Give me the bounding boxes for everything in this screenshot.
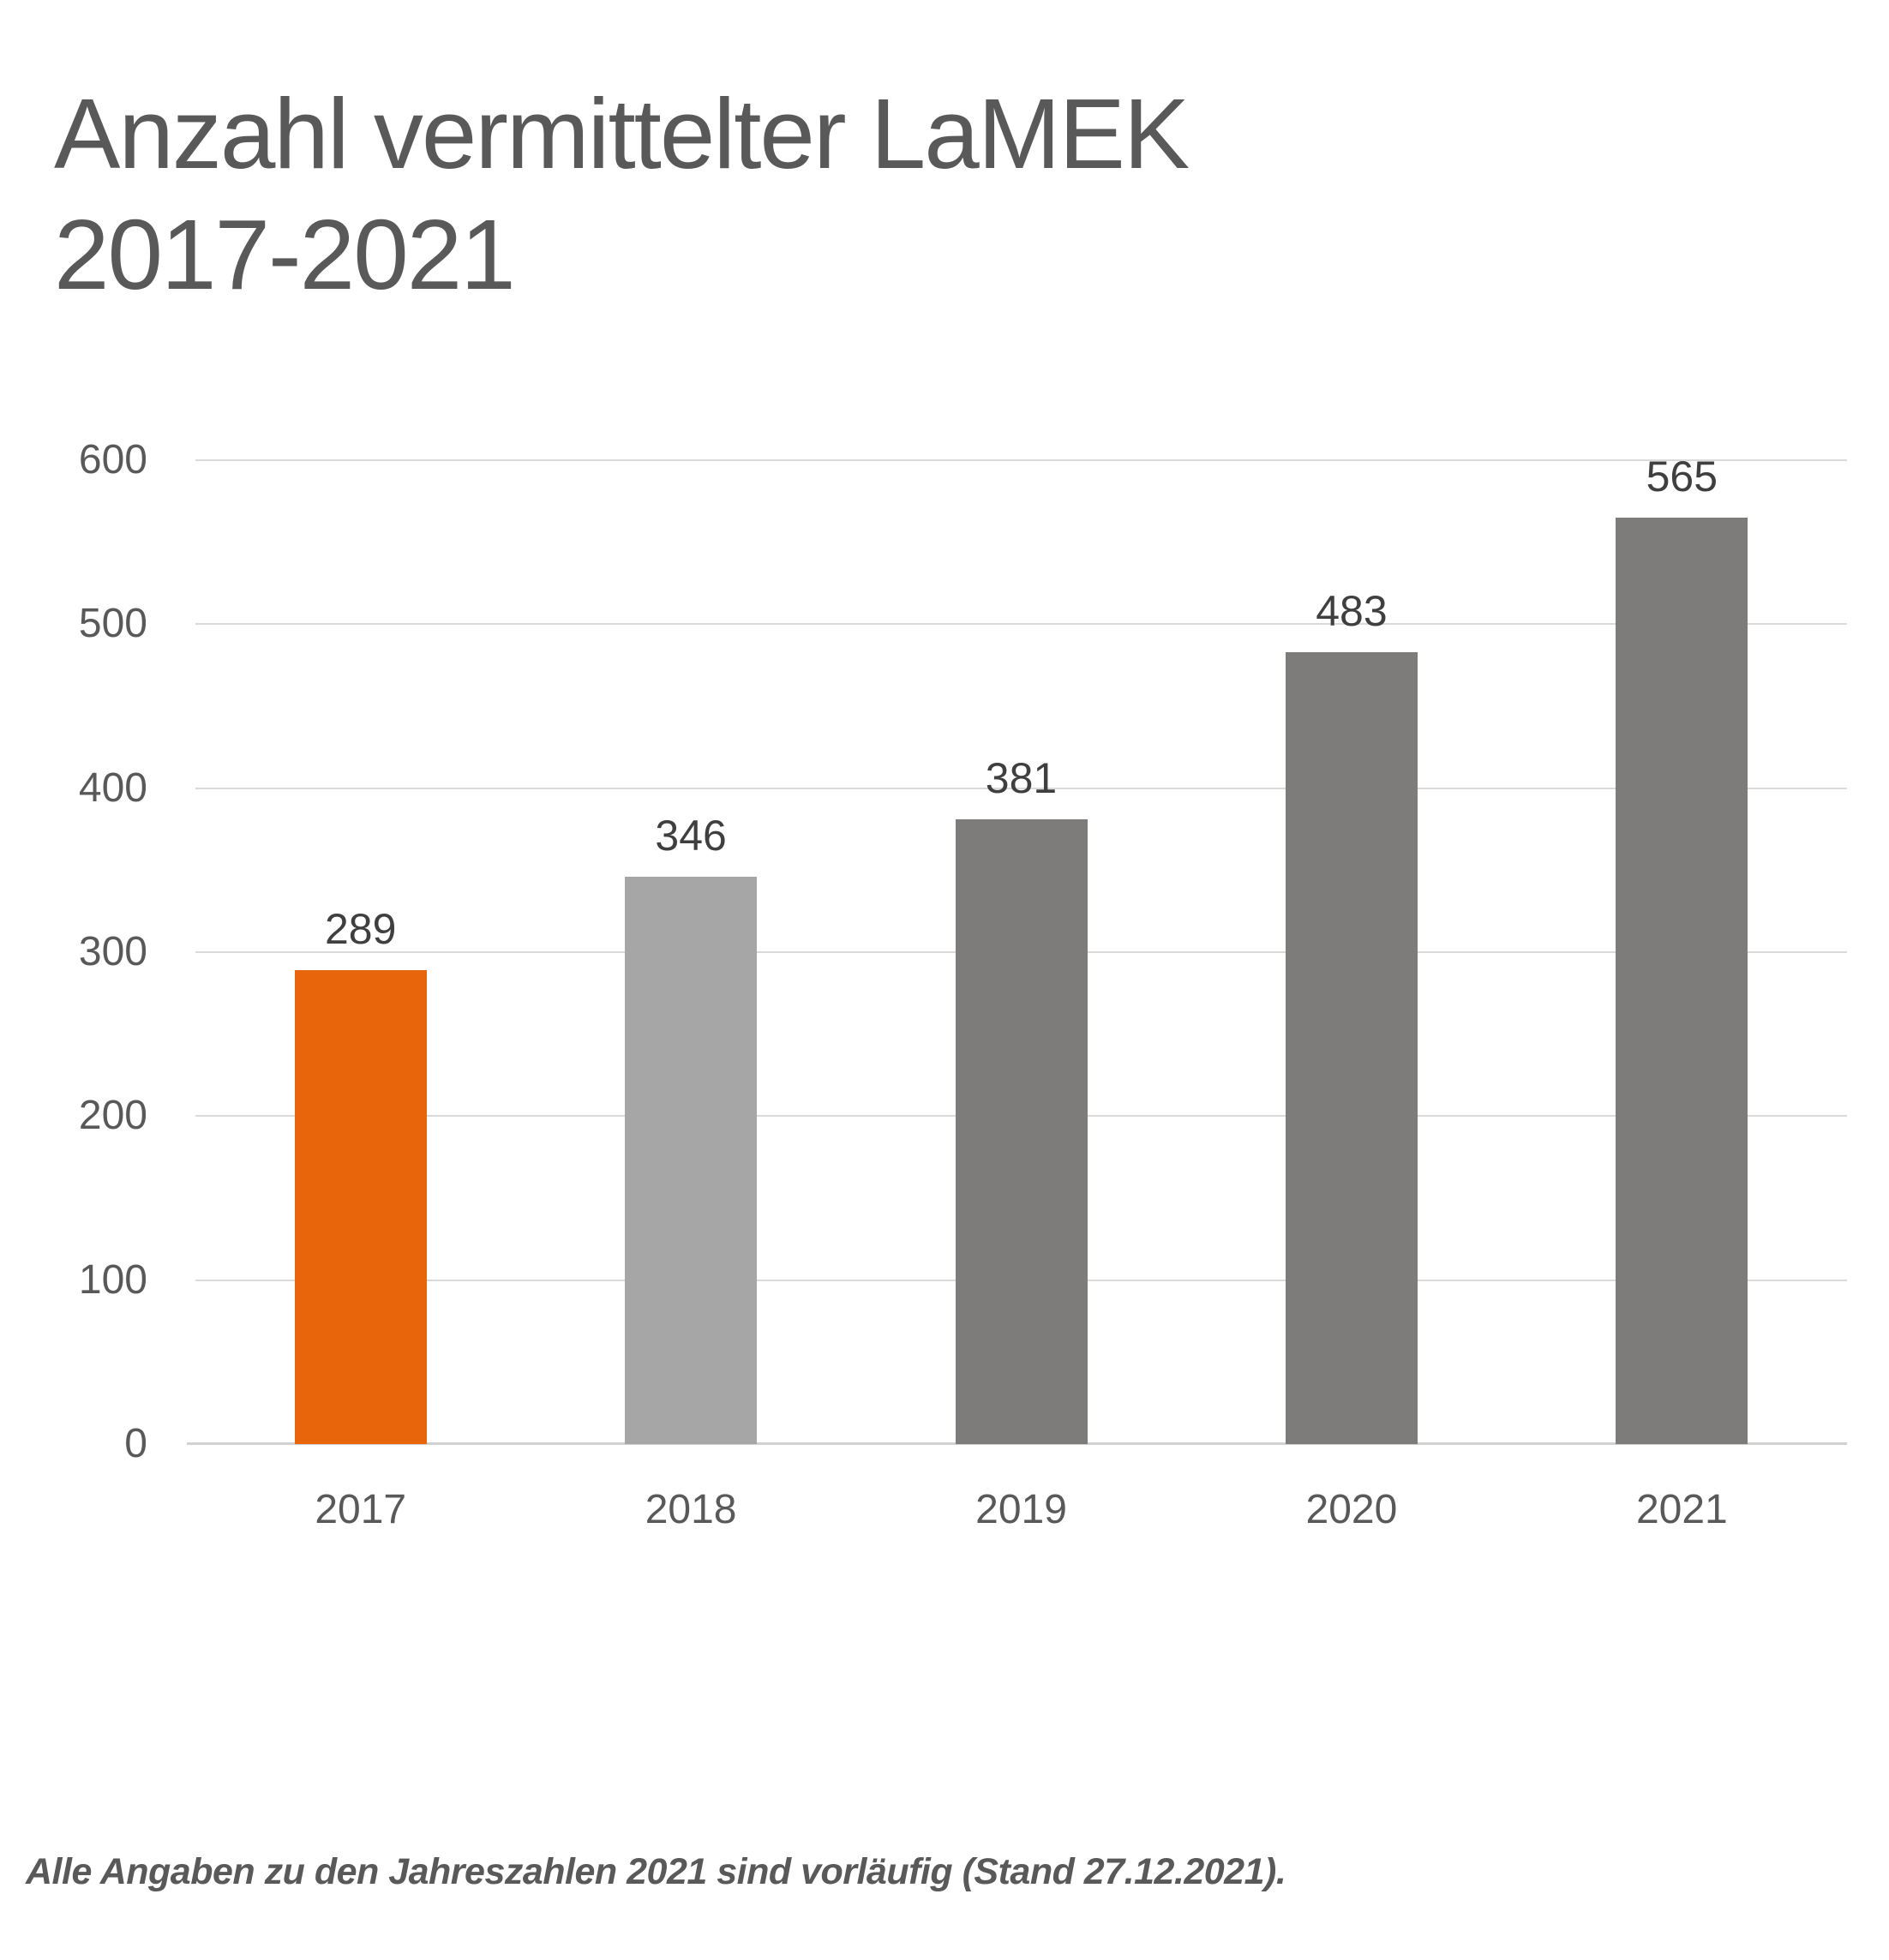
y-axis-tick-label-200: 200 [78,1093,147,1139]
bar-value-label-2017: 289 [324,905,397,954]
y-axis: 600 500 400 300 200 100 0 [26,440,147,1465]
y-axis-tick-label-300: 300 [78,929,147,974]
x-axis-tick-label-2021: 2021 [1635,1487,1728,1532]
bar-value-label-2020: 483 [1316,586,1388,635]
x-axis-labels: 2017 2018 2019 2020 2021 [195,1485,1847,1535]
bar-column-2021: 565 [1517,453,1847,1444]
y-axis-tick-label-500: 500 [78,601,147,647]
bars: 289 346 381 483 565 [195,453,1847,1444]
y-axis-tick-label-100: 100 [78,1256,147,1303]
x-axis-tick-label-2020: 2020 [1305,1487,1398,1532]
chart-title-line-1: Anzahl vermittelter LaMEK [54,78,1190,189]
bar-column-2019: 381 [856,460,1186,1444]
bar-2018 [625,877,758,1444]
gridline-500 [195,623,1847,626]
bar-column-2017: 289 [195,460,525,1444]
chart-title-line-2: 2017-2021 [54,199,516,310]
y-axis-tick-label-400: 400 [78,764,147,811]
bar-2019 [955,819,1088,1444]
y-axis-tick-label-600: 600 [78,437,147,483]
gridline-400 [195,787,1847,789]
x-axis-tick-label-2019: 2019 [975,1487,1067,1532]
bar-column-2020: 483 [1186,460,1516,1444]
y-axis-tick-label-0: 0 [124,1421,147,1466]
bar-value-label-2018: 346 [655,812,727,860]
gridline-600 [195,459,1847,461]
x-axis-tick-label-2018: 2018 [645,1487,737,1532]
bar-column-2018: 346 [525,460,855,1444]
chart-title: Anzahl vermittelter LaMEK 2017-2021 [54,74,1190,315]
bar-value-label-2019: 381 [985,754,1058,803]
bar-2017 [294,970,427,1444]
bar-2021 [1616,517,1748,1444]
plot-area: 289 346 381 483 565 [187,453,1847,1445]
x-axis-tick-label-2017: 2017 [315,1487,407,1532]
chart-footnote: Alle Angaben zu den Jahreszahlen 2021 si… [26,1851,1286,1892]
bar-value-label-2021: 565 [1646,452,1718,500]
bar-2020 [1285,651,1418,1444]
